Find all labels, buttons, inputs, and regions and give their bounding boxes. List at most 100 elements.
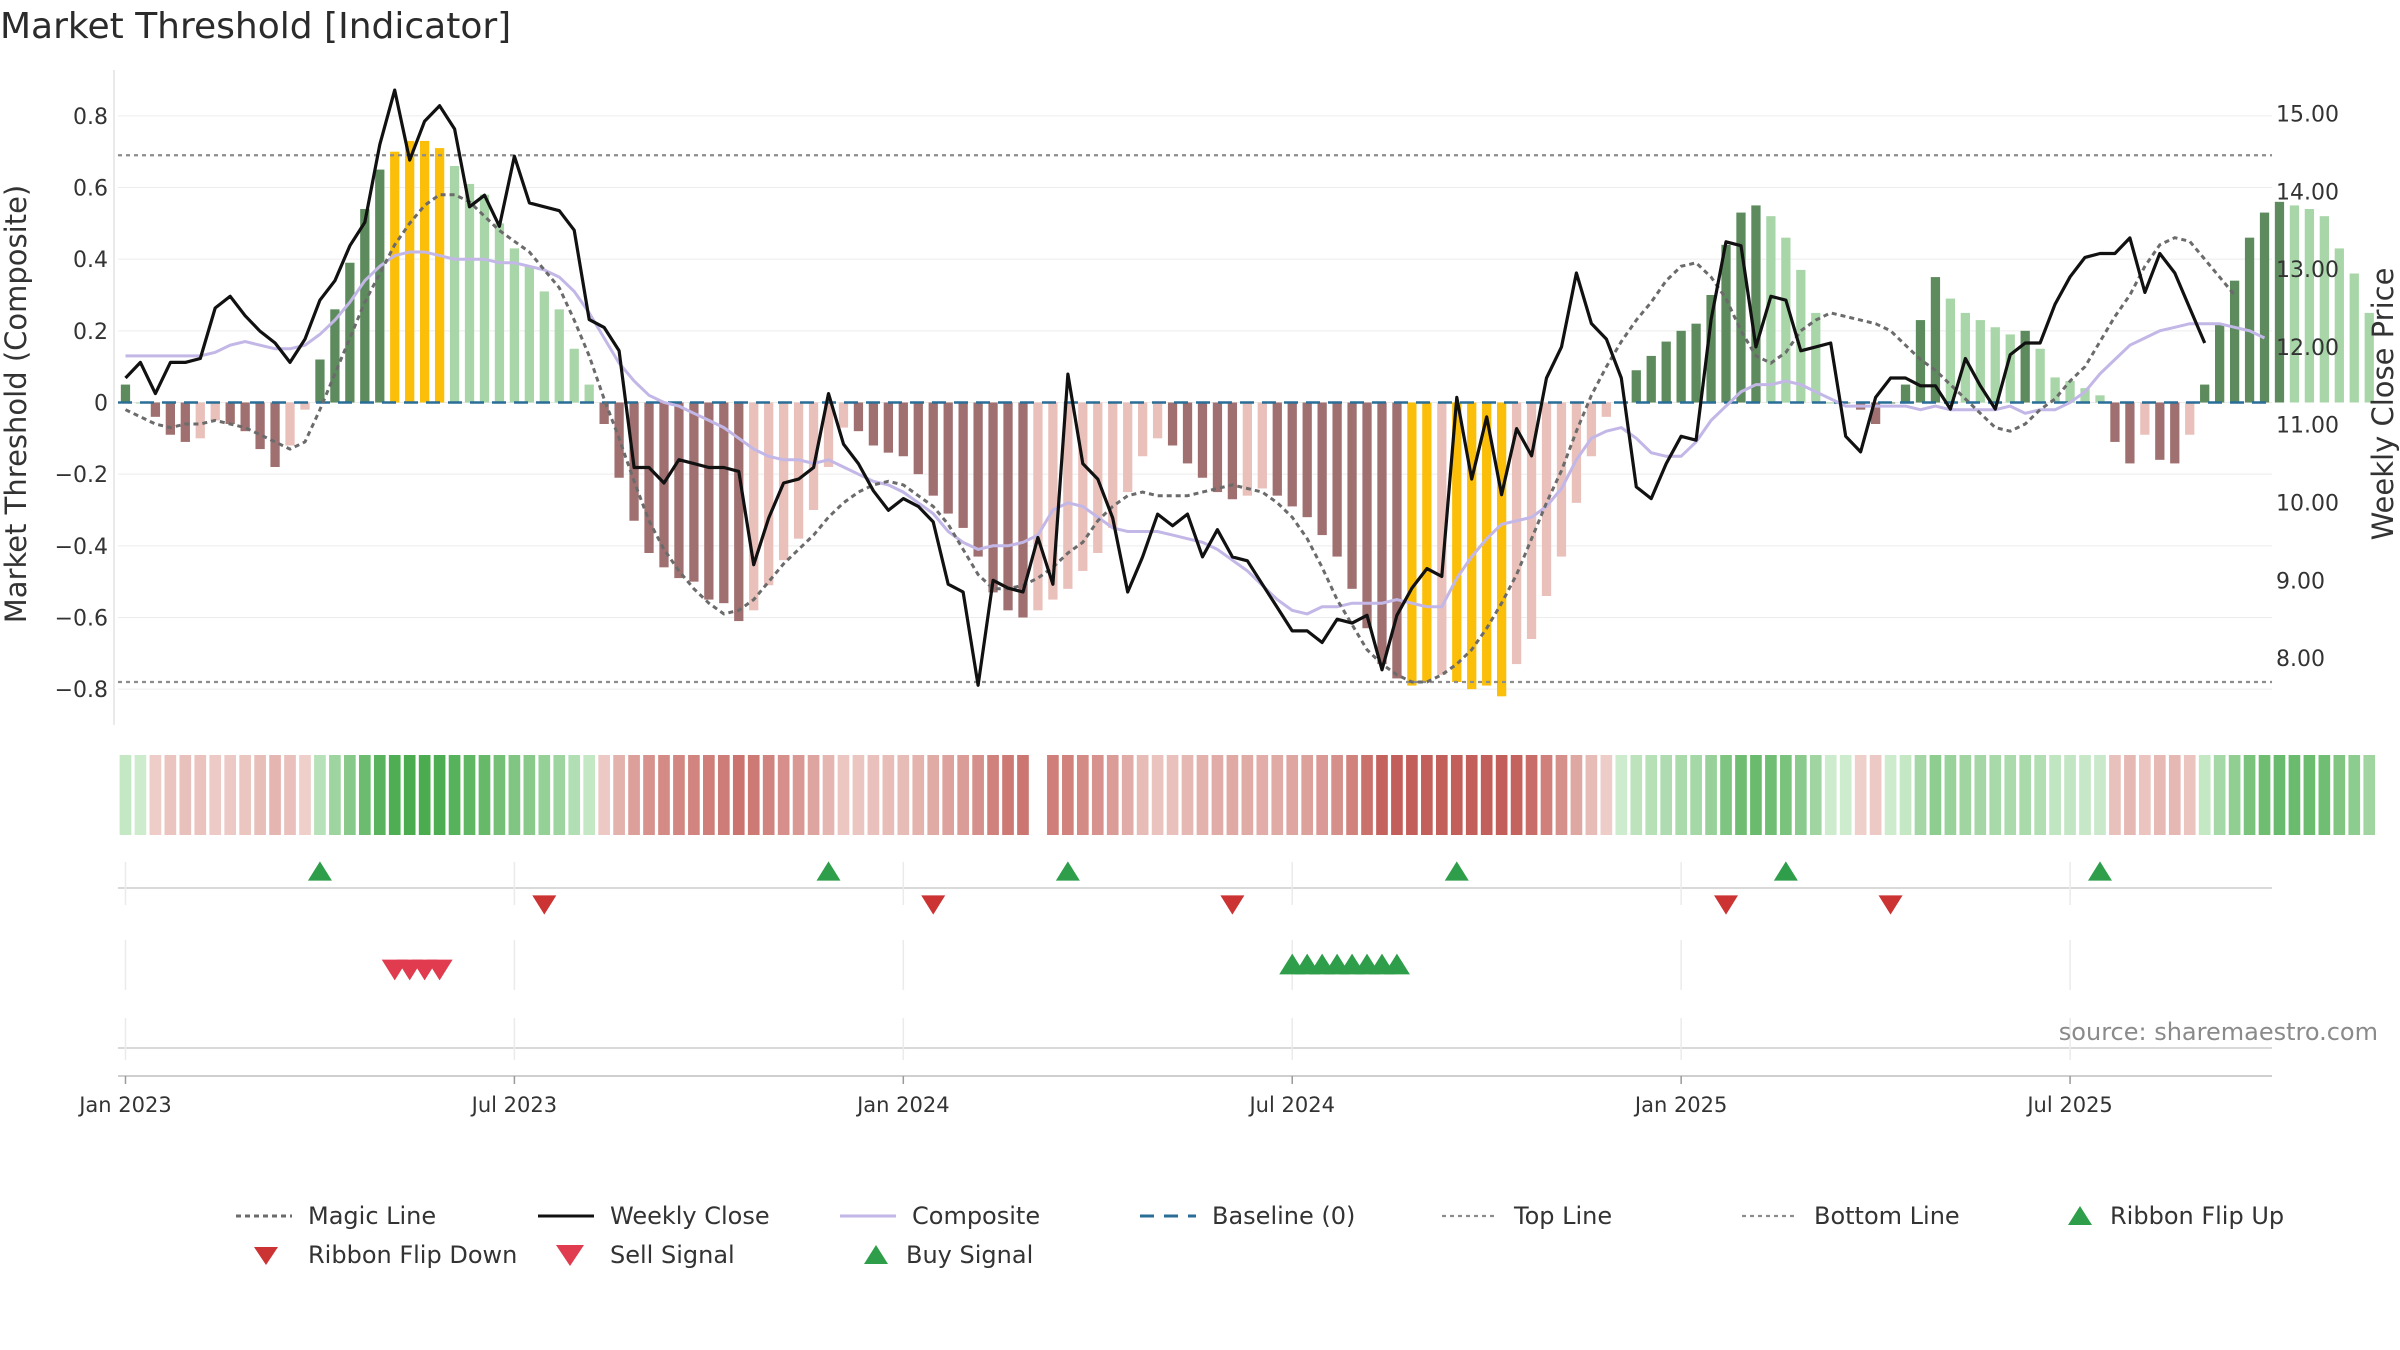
legend-label: Weekly Close bbox=[610, 1202, 770, 1230]
legend-label: Baseline (0) bbox=[1212, 1202, 1355, 1230]
ribbon-cell bbox=[1106, 755, 1119, 835]
composite-bar bbox=[1287, 402, 1297, 507]
ribbon-cell bbox=[1720, 755, 1732, 835]
ribbon-cell bbox=[1450, 755, 1463, 835]
legend-swatch-down-triangle bbox=[254, 1247, 278, 1265]
ribbon-cell bbox=[1824, 755, 1837, 835]
composite-bar bbox=[1541, 402, 1552, 596]
ribbon-cell bbox=[2318, 755, 2331, 835]
x-tick-label: Jul 2024 bbox=[1247, 1093, 1334, 1117]
left-tick-label: 0.6 bbox=[73, 177, 108, 202]
composite-bar bbox=[1317, 402, 1327, 536]
ribbon-cell bbox=[478, 755, 491, 835]
composite-bar bbox=[1676, 330, 1686, 403]
composite-bar bbox=[1631, 370, 1641, 403]
ribbon-cell bbox=[1540, 755, 1553, 835]
ribbon-cell bbox=[897, 755, 910, 835]
composite-bar bbox=[195, 402, 205, 439]
composite-bar bbox=[1766, 216, 1776, 403]
composite-bar bbox=[1526, 402, 1537, 639]
composite-bar bbox=[2110, 402, 2120, 442]
ribbon-cell bbox=[1286, 755, 1299, 835]
composite-bar bbox=[2005, 334, 2015, 403]
ribbon-cell bbox=[2094, 755, 2106, 835]
left-tick-label: −0.6 bbox=[55, 607, 108, 632]
ribbon-cell bbox=[463, 755, 476, 835]
ribbon-cell bbox=[1750, 755, 1762, 835]
ribbon-cell bbox=[2333, 755, 2346, 835]
composite-bar bbox=[1422, 402, 1432, 682]
y-axis-label-left: Market Threshold (Composite) bbox=[0, 185, 33, 623]
composite-bar bbox=[1586, 402, 1597, 457]
composite-bar bbox=[464, 183, 475, 403]
composite-bar bbox=[2080, 388, 2090, 403]
ribbon-cell bbox=[2198, 755, 2211, 835]
ribbon-cell bbox=[1510, 755, 1523, 835]
ribbon-cell bbox=[164, 755, 177, 835]
ribbon-cell bbox=[1765, 755, 1777, 835]
composite-bar bbox=[2259, 212, 2270, 403]
right-tick-label: 15.00 bbox=[2276, 102, 2339, 127]
composite-bar bbox=[300, 402, 310, 410]
ribbon-cell bbox=[792, 755, 805, 835]
ribbon-cell bbox=[1062, 755, 1074, 835]
composite-bar bbox=[898, 402, 908, 457]
composite-bar bbox=[1556, 402, 1567, 557]
composite-bar bbox=[2244, 237, 2255, 403]
ribbon-cell bbox=[418, 755, 431, 835]
ribbon-cell bbox=[2228, 755, 2241, 835]
composite-bar bbox=[868, 402, 879, 446]
ribbon-cell bbox=[538, 755, 551, 835]
x-tick-label: Jan 2024 bbox=[855, 1093, 950, 1117]
ribbon-cell bbox=[1780, 755, 1792, 835]
composite-bar bbox=[2215, 323, 2225, 403]
ribbon-cell bbox=[1495, 755, 1508, 835]
legend: Magic Line Weekly Close Composite Baseline … bbox=[236, 1202, 2284, 1269]
ribbon-cell bbox=[732, 755, 745, 835]
composite-bar bbox=[1826, 402, 1836, 404]
composite-bar bbox=[2170, 402, 2180, 464]
ribbon-cell bbox=[613, 755, 625, 835]
legend-swatch-up-triangle bbox=[864, 1245, 888, 1264]
ribbon-cell bbox=[1690, 755, 1702, 835]
ribbon-cell bbox=[209, 755, 222, 835]
ribbon-cell bbox=[1406, 755, 1418, 835]
composite-bar bbox=[749, 402, 759, 611]
ribbon-cell bbox=[1899, 755, 1912, 835]
ribbon-strip bbox=[119, 755, 2376, 835]
composite-bar bbox=[1227, 402, 1238, 500]
composite-bar bbox=[1257, 402, 1267, 489]
composite-line bbox=[125, 250, 2266, 616]
x-tick-label: Jul 2023 bbox=[470, 1093, 557, 1117]
composite-bar bbox=[150, 402, 161, 417]
right-tick-label: 12.00 bbox=[2276, 336, 2339, 361]
ribbon-cell bbox=[1047, 755, 1059, 835]
composite-bar bbox=[2125, 402, 2135, 464]
ribbon-cell bbox=[1630, 755, 1643, 835]
ribbon-cell bbox=[448, 755, 461, 835]
composite-bar bbox=[943, 402, 953, 514]
left-tick-label: 0.8 bbox=[73, 105, 108, 130]
legend-label: Magic Line bbox=[308, 1202, 436, 1230]
composite-bar bbox=[2364, 312, 2374, 403]
ribbon-cell bbox=[239, 755, 251, 835]
ribbon-cell bbox=[134, 755, 147, 835]
ribbon-cell bbox=[194, 755, 207, 835]
ribbon-cell bbox=[1525, 755, 1538, 835]
ribbon-cell bbox=[822, 755, 835, 835]
ribbon-cell bbox=[598, 755, 610, 835]
ribbon-cell bbox=[1660, 755, 1673, 835]
composite-bar bbox=[1945, 298, 1956, 403]
signal-markers bbox=[118, 861, 2272, 1060]
left-tick-label: 0.2 bbox=[73, 320, 108, 345]
ribbon-cell bbox=[508, 755, 521, 835]
ribbon-cell bbox=[1241, 755, 1254, 835]
ribbon-cell bbox=[912, 755, 925, 835]
line-series bbox=[118, 88, 2272, 687]
composite-bar bbox=[420, 140, 430, 403]
composite-bar bbox=[1362, 402, 1372, 629]
ribbon-cell bbox=[2348, 755, 2361, 835]
composite-bar bbox=[793, 402, 804, 539]
composite-bar bbox=[719, 402, 729, 604]
composite-bar bbox=[554, 309, 564, 403]
